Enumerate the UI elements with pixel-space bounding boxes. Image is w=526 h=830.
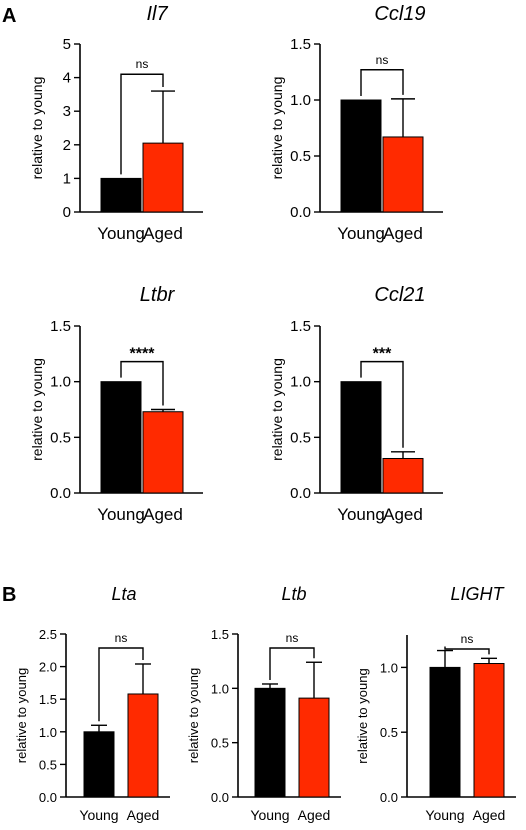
bar-aged xyxy=(298,697,330,798)
x-category-label: Young xyxy=(97,224,145,243)
bar-aged xyxy=(142,142,184,213)
y-tick-label: 1.0 xyxy=(39,725,57,740)
y-tick-label: 5 xyxy=(63,36,71,53)
significance-label: ns xyxy=(461,632,474,646)
x-category-label: Aged xyxy=(383,505,423,524)
significance-label: **** xyxy=(130,346,156,363)
significance-bracket xyxy=(120,360,164,406)
chart-title: Ccl19 xyxy=(374,3,425,25)
chart-ccl19: Ccl19 0.0 0.5 1.0 1.5 relative to young YoungA… xyxy=(269,3,443,243)
y-axis-label: relative to young xyxy=(269,358,285,461)
x-category-label: Young xyxy=(250,807,289,823)
bar-young xyxy=(83,731,115,798)
y-tick-label: 2.0 xyxy=(39,660,57,675)
x-category-label: Aged xyxy=(143,505,183,524)
bar-young xyxy=(254,687,286,798)
y-tick-label: 1.5 xyxy=(290,36,311,53)
significance-bracket xyxy=(98,647,144,722)
x-category-label: Aged xyxy=(473,807,506,823)
y-axis-label: relative to young xyxy=(29,358,45,461)
y-tick-label: 4 xyxy=(63,70,71,87)
bar-young xyxy=(340,381,382,494)
y-tick-label: 3 xyxy=(63,103,71,120)
y-axis-label: relative to young xyxy=(186,668,201,763)
y-tick-label: 1.0 xyxy=(290,92,311,109)
bar-young xyxy=(100,177,142,213)
significance-bracket xyxy=(269,647,315,680)
y-tick-label: 2 xyxy=(63,137,71,154)
y-tick-label: 1.0 xyxy=(290,374,311,391)
chart-ltb: Ltb 0.0 0.5 1.0 1.5 relative to young Young Age… xyxy=(186,584,341,823)
y-tick-label: 0.0 xyxy=(211,790,229,805)
y-tick-label: 1.0 xyxy=(211,681,229,696)
bar-aged xyxy=(127,693,159,798)
y-tick-label: 1.5 xyxy=(50,318,71,335)
significance-label: ns xyxy=(376,53,389,67)
x-category-label: Aged xyxy=(127,807,160,823)
y-tick-label: 0.5 xyxy=(39,757,57,772)
y-tick-label: 0.0 xyxy=(39,790,57,805)
bar-aged xyxy=(382,136,424,213)
y-axis-label: relative to young xyxy=(269,77,285,180)
significance-label: *** xyxy=(373,346,392,363)
panel-label-b: B xyxy=(2,584,16,606)
y-tick-label: 1.0 xyxy=(380,660,398,675)
y-tick-label: 1.0 xyxy=(50,374,71,391)
x-category-label: Aged xyxy=(143,224,183,243)
y-tick-label: 0.5 xyxy=(50,429,71,446)
chart-title: Ltbr xyxy=(140,284,176,306)
y-tick-label: 1.5 xyxy=(39,692,57,707)
chart-lta: Lta 0.0 0.5 1.0 1.5 2.0 2.5 relative to young Yo… xyxy=(14,584,170,823)
y-axis-label: relative to young xyxy=(29,77,45,180)
bar-young xyxy=(340,99,382,213)
significance-bracket xyxy=(120,73,164,175)
y-tick-label: 2.5 xyxy=(39,627,57,642)
chart-light: LIGHT 0.0 0.5 1.0 relative to young Young Aged… xyxy=(355,584,516,823)
significance-label: ns xyxy=(286,631,299,645)
panel-label-a: A xyxy=(2,5,16,27)
y-tick-label: 0.5 xyxy=(290,429,311,446)
chart-title: Ccl21 xyxy=(374,284,425,306)
bar-aged xyxy=(473,663,505,798)
y-tick-label: 0.0 xyxy=(290,204,311,221)
chart-ccl21: Ccl21 0.0 0.5 1.0 1.5 relative to young YoungA… xyxy=(269,284,443,524)
x-category-label: Young xyxy=(79,807,118,823)
y-tick-label: 1.5 xyxy=(211,627,229,642)
significance-label: ns xyxy=(115,631,128,645)
x-category-label: Aged xyxy=(383,224,423,243)
significance-bracket xyxy=(360,69,404,96)
y-tick-label: 0.0 xyxy=(50,485,71,502)
x-category-label: Young xyxy=(97,505,145,524)
y-tick-label: 0.0 xyxy=(290,485,311,502)
chart-title: LIGHT xyxy=(450,584,505,604)
y-tick-label: 1 xyxy=(63,170,71,187)
y-axis-label: relative to young xyxy=(355,668,370,763)
chart-ltbr: Ltbr 0.0 0.5 1.0 1.5 relative to young YoungAg… xyxy=(29,284,203,524)
significance-bracket xyxy=(444,646,490,655)
bar-aged xyxy=(142,411,184,494)
y-tick-label: 0.5 xyxy=(290,148,311,165)
x-category-label: Young xyxy=(337,505,385,524)
y-tick-label: 0.5 xyxy=(211,736,229,751)
y-tick-label: 0.0 xyxy=(380,790,398,805)
x-category-label: Young xyxy=(337,224,385,243)
bar-aged xyxy=(382,457,424,494)
bar-young xyxy=(429,666,461,798)
bar-young xyxy=(100,381,142,494)
chart-title: Ltb xyxy=(281,584,306,604)
chart-title: Lta xyxy=(111,584,136,604)
y-tick-label: 1.5 xyxy=(290,318,311,335)
y-tick-label: 0.5 xyxy=(380,725,398,740)
x-category-label: Young xyxy=(425,807,464,823)
x-category-label: Aged xyxy=(298,807,331,823)
y-axis-label: relative to young xyxy=(14,668,29,763)
chart-title: Il7 xyxy=(146,3,168,25)
significance-bracket xyxy=(360,360,404,448)
significance-label: ns xyxy=(136,57,149,71)
y-tick-label: 0 xyxy=(63,204,71,221)
